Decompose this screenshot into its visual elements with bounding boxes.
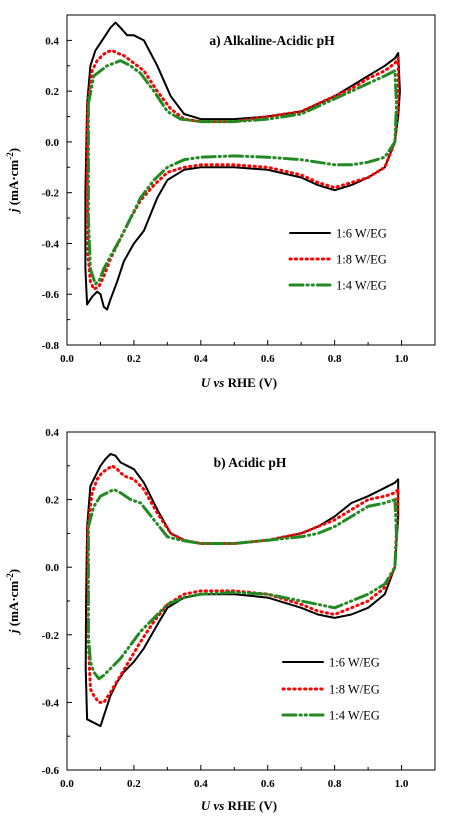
series-line (86, 488, 398, 681)
y-tick-label: 0.0 (45, 562, 59, 574)
y-tick-label: 0.4 (45, 35, 59, 47)
x-tick-label: 0.8 (328, 778, 342, 790)
x-tick-label: 1.0 (395, 778, 409, 790)
y-tick-label: 0.4 (45, 427, 59, 439)
x-tick-label: 0.4 (194, 353, 208, 365)
y-tick-label: -0.8 (42, 340, 60, 352)
y-tick-label: -0.6 (42, 765, 60, 777)
legend-label: 1:8 W/EG (336, 253, 387, 267)
series-line (86, 464, 400, 704)
chart-title: b) Acidic pH (214, 455, 287, 470)
x-tick-label: 0.2 (127, 778, 141, 790)
y-axis-title: j (mA·cm-2) (5, 148, 21, 214)
y-tick-label: -0.2 (42, 630, 60, 642)
y-tick-label: 0.2 (45, 86, 59, 98)
chart-panel-b: 0.0 0.2 0.4 0.6 0.8 1.0 -0.6 -0.4 -0.2 0.0 0.2 0.4 b… (5, 427, 436, 813)
x-tick-label: 0.0 (60, 778, 74, 790)
x-tick-label: 0.2 (127, 353, 141, 365)
chart-title: a) Alkaline-Acidic pH (209, 33, 335, 48)
y-tick-label: 0.2 (45, 495, 59, 507)
x-tick-label: 0.4 (194, 778, 208, 790)
y-axis-title: j (mA·cm-2) (5, 569, 21, 635)
y-tick-label: -0.4 (42, 238, 60, 250)
legend-label: 1:6 W/EG (329, 656, 380, 670)
series-line (86, 59, 398, 286)
chart-panel-a: 0.0 0.2 0.4 0.6 0.8 1.0 -0.8 -0.6 -0.4 -0.2 0.0 0.2… (5, 14, 436, 390)
x-tick-label: 0.8 (328, 353, 342, 365)
y-tick-label: 0.0 (45, 137, 59, 149)
legend-label: 1:4 W/EG (336, 279, 387, 293)
legend-label: 1:4 W/EG (329, 709, 380, 723)
y-tick-label: -0.4 (42, 697, 60, 709)
plot-frame (66, 14, 436, 346)
x-tick-label: 0.0 (60, 353, 74, 365)
y-tick-label: -0.6 (42, 289, 60, 301)
y-tick-label: -0.2 (42, 188, 60, 200)
legend-label: 1:8 W/EG (329, 683, 380, 697)
x-axis-title: U vs RHE (V) (201, 375, 277, 390)
x-tick-label: 0.6 (261, 353, 275, 365)
x-tick-label: 1.0 (395, 353, 409, 365)
x-axis-title: U vs RHE (V) (201, 798, 277, 813)
series-line (85, 49, 400, 291)
x-tick-label: 0.6 (261, 778, 275, 790)
legend-label: 1:6 W/EG (336, 227, 387, 241)
